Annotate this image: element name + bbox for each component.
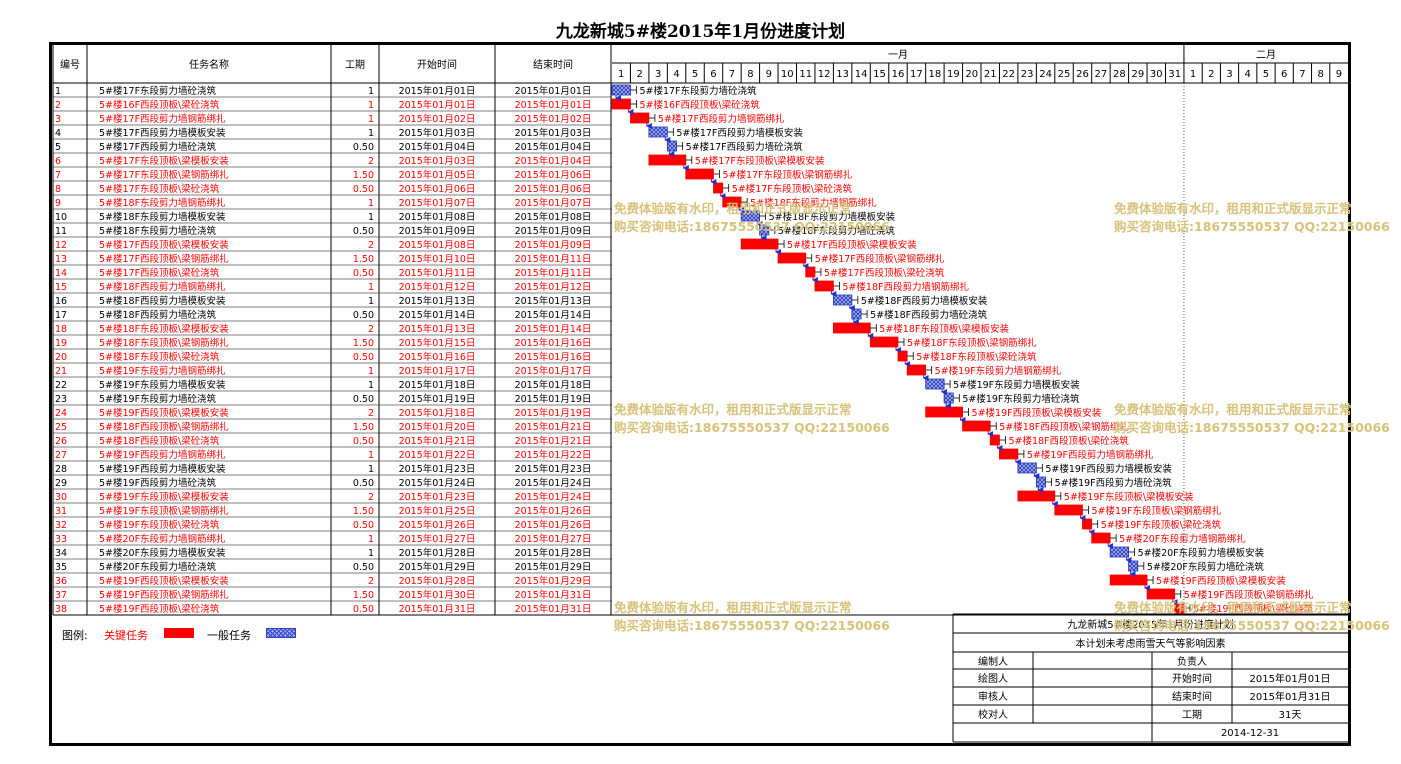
legend-critical-swatch xyxy=(164,628,194,638)
legend-label: 图例: xyxy=(62,629,88,642)
legend-critical-label: 关键任务 xyxy=(104,629,148,642)
watermark: 免费体验版有水印，租用和正式版显示正常 购买咨询电话:18675550537 QQ… xyxy=(1114,402,1390,435)
watermark: 免费体验版有水印，租用和正式版显示正常 购买咨询电话:18675550537 QQ… xyxy=(614,201,890,234)
legend-normal-label: 一般任务 xyxy=(207,629,251,642)
page-title: 九龙新城5#楼2015年1月份进度计划 xyxy=(555,22,846,42)
legend-normal-swatch xyxy=(266,628,296,638)
watermark: 免费体验版有水印，租用和正式版显示正常 购买咨询电话:18675550537 QQ… xyxy=(1114,201,1390,234)
watermark: 免费体验版有水印，租用和正式版显示正常 购买咨询电话:18675550537 QQ… xyxy=(1114,600,1390,633)
watermark: 免费体验版有水印，租用和正式版显示正常 购买咨询电话:18675550537 QQ… xyxy=(614,600,890,633)
watermark: 免费体验版有水印，租用和正式版显示正常 购买咨询电话:18675550537 QQ… xyxy=(614,402,890,435)
schedule-frame xyxy=(49,42,1351,746)
